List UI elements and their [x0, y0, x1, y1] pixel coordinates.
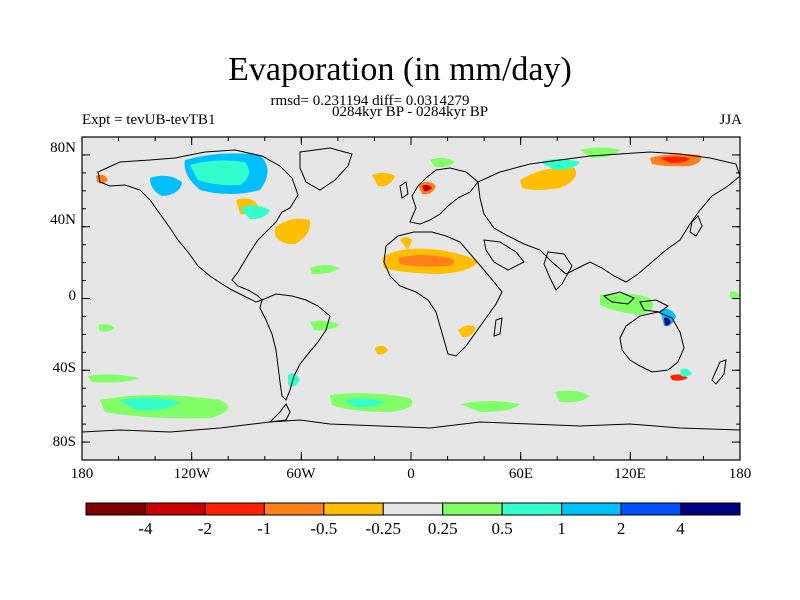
- anomaly-patch: [660, 308, 676, 327]
- y-tick-label: 40N: [50, 212, 76, 228]
- coastline: [483, 239, 525, 271]
- colorbar-swatch: [680, 502, 741, 516]
- coastline: [477, 151, 740, 283]
- season-label: JJA: [719, 112, 742, 128]
- y-tick-label: 40S: [52, 360, 76, 376]
- coastline: [268, 403, 291, 423]
- colorbar-swatch: [323, 502, 384, 516]
- coastline: [602, 291, 635, 305]
- experiment-label: Expt = tevUB-tevTB1: [82, 112, 216, 128]
- colorbar-swatch: [382, 502, 444, 516]
- anomaly-patch: [88, 374, 140, 383]
- x-tick-label: 120W: [173, 466, 211, 482]
- coastline: [619, 311, 685, 373]
- colorbar-tick-label: 4: [676, 519, 685, 538]
- plot-title: Evaporation (in mm/day): [228, 51, 572, 88]
- axis-ticks: [81, 137, 741, 460]
- coastlines: [82, 147, 740, 433]
- anomaly-patch: [680, 368, 692, 377]
- anomaly-patch: [240, 205, 270, 220]
- x-tick-label: 0: [407, 466, 415, 482]
- coastline: [383, 231, 503, 357]
- anomaly-patch: [520, 167, 576, 190]
- colorbar: [85, 502, 741, 516]
- anomaly-patch: [660, 156, 690, 163]
- coastline: [689, 215, 703, 237]
- colorbar-swatch: [85, 502, 146, 516]
- colorbar-swatch: [620, 502, 682, 516]
- colorbar-swatch: [501, 502, 563, 516]
- coastline: [493, 317, 503, 337]
- colorbar-tick-label: 0.25: [427, 519, 458, 538]
- colorbar-swatch: [204, 502, 265, 516]
- anomaly-patch: [422, 184, 432, 192]
- anomaly-patch: [150, 175, 182, 196]
- anomaly-patch: [120, 397, 180, 411]
- anomaly-patches: [88, 147, 740, 419]
- coastline: [399, 181, 409, 199]
- colorbar-tick-label: 0.5: [491, 519, 513, 538]
- x-tick-label: 180: [70, 466, 94, 482]
- colorbar-tick-label: -0.25: [365, 519, 401, 538]
- anomaly-patch: [555, 390, 590, 403]
- colorbar-tick-label: -1: [257, 519, 272, 538]
- colorbar-swatch: [144, 502, 206, 516]
- period-subtitle: 0284kyr BP - 0284kyr BP: [331, 104, 489, 120]
- y-tick-label: 80S: [52, 434, 76, 450]
- colorbar-swatch: [442, 502, 503, 516]
- anomaly-patch: [375, 345, 388, 355]
- coastline: [639, 299, 669, 313]
- coastline: [409, 167, 479, 225]
- anomaly-patch: [98, 324, 115, 332]
- coastline: [259, 293, 331, 401]
- colorbar-tick-label: 2: [616, 519, 626, 538]
- anomaly-patch: [310, 320, 340, 331]
- colorbar-swatch: [561, 502, 622, 516]
- y-tick-label: 80N: [50, 140, 76, 156]
- anomaly-patch: [345, 398, 385, 408]
- coastline: [97, 149, 299, 303]
- x-tick-label: 180: [728, 466, 752, 482]
- anomaly-patch: [190, 160, 249, 186]
- colorbar-swatch: [263, 502, 325, 516]
- anomaly-patch: [730, 291, 740, 299]
- anomaly-patch: [580, 147, 620, 158]
- anomaly-patch: [400, 237, 412, 250]
- anomaly-patch: [372, 172, 395, 187]
- coastline: [299, 147, 353, 191]
- anomaly-patch: [310, 265, 340, 275]
- colorbar-tick-label: -4: [138, 519, 153, 538]
- colorbar-tick-label: 1: [557, 519, 566, 538]
- x-tick-label: 60W: [286, 466, 316, 482]
- anomaly-patch: [458, 325, 476, 338]
- anomaly-patch: [664, 317, 671, 326]
- coastline: [711, 359, 727, 385]
- y-tick-label: 0: [68, 288, 77, 304]
- coastline: [543, 251, 573, 291]
- x-tick-label: 120E: [614, 466, 646, 482]
- anomaly-patch: [430, 157, 455, 168]
- anomaly-patch: [398, 255, 454, 267]
- stats-subtitle: rmsd= 0.231194 diff= 0.0314279: [270, 93, 470, 109]
- anomaly-patch: [460, 401, 520, 412]
- anomaly-patch: [288, 373, 300, 387]
- coastline: [82, 419, 740, 433]
- x-tick-label: 60E: [508, 466, 534, 482]
- anomaly-patch: [275, 218, 311, 245]
- colorbar-tick-label: -2: [197, 519, 212, 538]
- colorbar-tick-label: -0.5: [310, 519, 338, 538]
